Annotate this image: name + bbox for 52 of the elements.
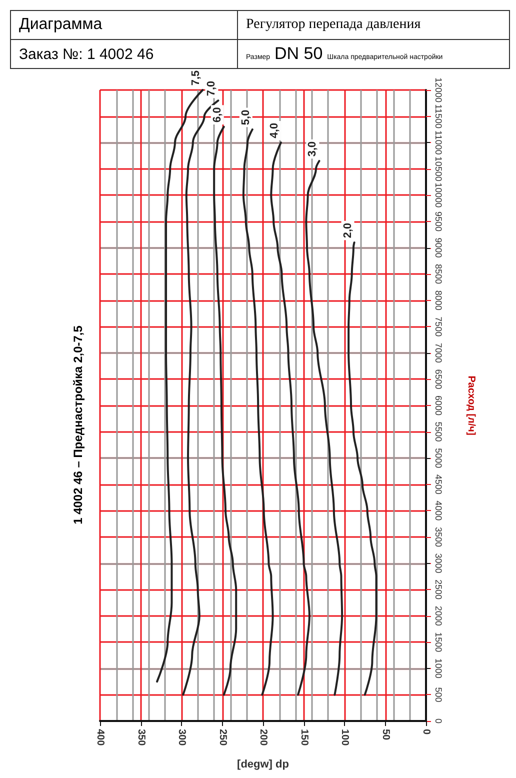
y-tick-label: 0 (434, 718, 444, 724)
text: 7,0 (206, 80, 218, 96)
y-tick-label: 8500 (434, 264, 444, 284)
y-tick-label: 11500 (434, 104, 444, 128)
x-tick-label: 50 (380, 729, 391, 741)
text: Заказ №: 1 4002 46 (10, 40, 238, 68)
y-tick-label: 8000 (434, 290, 444, 310)
y-tick-label: 10000 (434, 182, 444, 208)
line-series (348, 241, 378, 696)
y-tick-label: 500 (434, 687, 444, 702)
y-tick-label: 5000 (434, 448, 444, 468)
y-tick-label: 4500 (434, 474, 444, 494)
x-tick-label: 400 (94, 729, 106, 746)
x-tick-label: 200 (258, 729, 268, 746)
x-tick-label: 100 (339, 729, 350, 746)
text: 3,0 (306, 141, 319, 157)
y-tick-label: 1500 (434, 632, 444, 652)
x-tick-label: 0 (420, 729, 432, 735)
y-tick-label: 10500 (434, 156, 444, 182)
text: 2,0 (342, 222, 354, 238)
text: 5,0 (240, 110, 252, 126)
y-tick-label: 9000 (434, 238, 444, 258)
y-tick-label: 6000 (434, 395, 444, 416)
y-tick-label: 2500 (434, 580, 444, 600)
text: Регулятор перепада давления (238, 10, 510, 40)
y-tick-label: 7000 (434, 342, 444, 363)
y-tick-label: 7500 (434, 316, 444, 337)
line-series (156, 89, 204, 683)
y-tick-label: 4000 (434, 500, 444, 521)
y-axis-title: Расход [л/ч] (466, 376, 476, 436)
x-tick-label: 300 (176, 729, 187, 746)
chart-title: Диаграмма (10, 10, 238, 40)
text: 6,0 (211, 107, 224, 122)
y-tick-label: 2000 (434, 606, 444, 626)
x-tick-label: 150 (298, 729, 310, 746)
text: 4,0 (268, 122, 280, 138)
y-tick-label: 11000 (434, 130, 444, 155)
y-tick-label: 12000 (434, 77, 444, 103)
line-series (213, 126, 238, 696)
text: 1 4002 46 – Преднастройка 2,0-7,5 (71, 326, 85, 524)
y-tick-label: 3500 (434, 526, 444, 547)
x-tick-label: 250 (216, 729, 228, 746)
x-axis-title: [degw] dp (237, 758, 290, 770)
text: 7,5 (190, 70, 202, 86)
line-series (305, 160, 344, 696)
x-tick-label: 350 (135, 729, 146, 746)
y-tick-label: 5500 (434, 422, 444, 442)
y-tick-label: 9500 (434, 211, 444, 232)
text: DN 50 (274, 44, 323, 63)
y-tick-label: 6500 (434, 369, 444, 390)
y-tick-label: 1000 (434, 658, 444, 678)
y-tick-label: 3000 (434, 553, 444, 574)
